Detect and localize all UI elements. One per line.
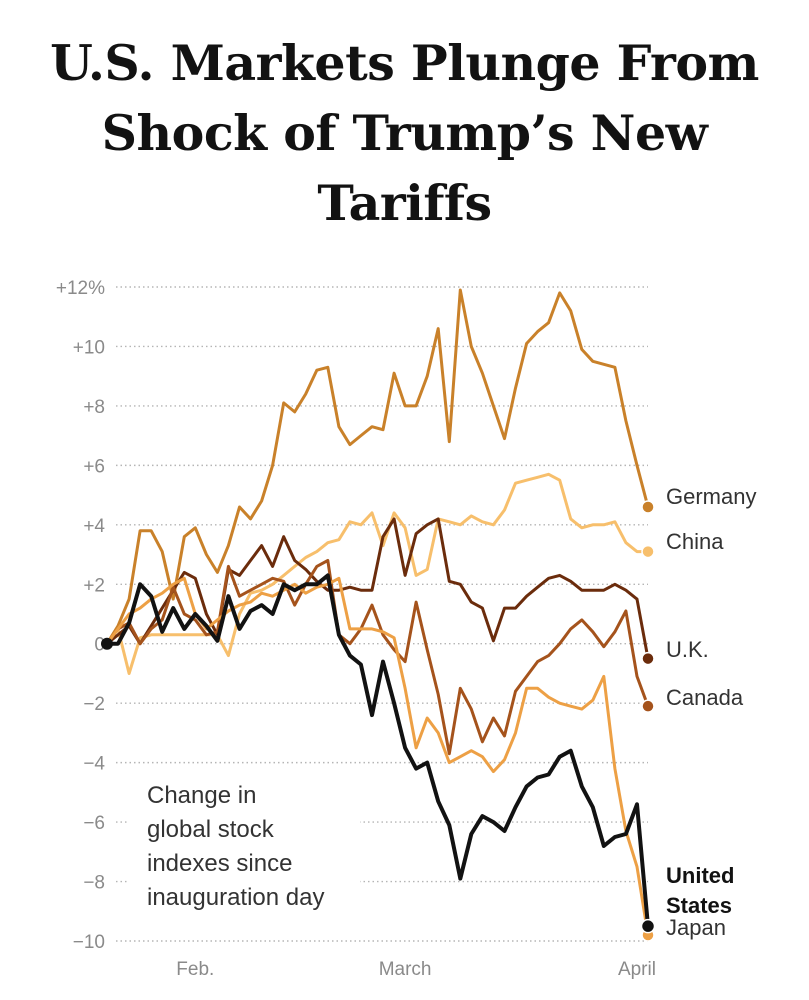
x-axis-ticks: Feb. March April [176, 959, 656, 980]
y-tick-label: −6 [83, 813, 105, 834]
x-tick-label: April [618, 959, 656, 980]
y-tick-label: +10 [73, 337, 105, 358]
chart-annotation: Change in global stock indexes since inaugu… [147, 782, 324, 911]
y-tick-label: +2 [83, 575, 105, 596]
y-tick-label: −8 [83, 873, 105, 894]
series-line-china [105, 472, 650, 675]
series-end-label-germany: Germany [666, 484, 756, 509]
headline-line-2: Shock of Trump’s New [101, 104, 708, 162]
annotation-line: global stock [147, 816, 275, 843]
x-tick-label: March [379, 959, 432, 980]
annotation-backdrop [128, 770, 360, 920]
origin-dot [101, 637, 113, 650]
series-line-canada [105, 559, 650, 756]
series-end-label-u-k: U.K. [666, 637, 709, 662]
series-end-label-china: China [666, 529, 724, 554]
series-end-label-united-states: States [666, 893, 732, 918]
y-tick-label: +6 [83, 456, 105, 477]
annotation-line: Change in [147, 782, 256, 809]
series-end-label-canada: Canada [666, 685, 744, 710]
series-end-dot-u-k [641, 651, 655, 666]
series-end-dot-united-states [640, 918, 656, 934]
y-tick-label: −10 [73, 932, 105, 953]
y-tick-label: 0 [94, 635, 105, 656]
series-lines [105, 288, 650, 937]
annotation-line: inauguration day [147, 884, 324, 911]
series-end-dot-canada [641, 699, 655, 713]
gridlines [116, 286, 648, 942]
series-end-label-united-states: United [666, 863, 734, 888]
series-end-label-japan: Japan [666, 915, 726, 940]
headline-line-1: U.S. Markets Plunge From [50, 34, 759, 92]
y-tick-label: −2 [83, 694, 105, 715]
headline: U.S. Markets Plunge From Shock of Trump’… [0, 28, 809, 238]
y-tick-label: −4 [83, 754, 105, 775]
y-axis-ticks: +12% +10 +8 +6 +4 +2 0 −2 −4 −6 −8 −10 [56, 278, 106, 953]
series-line-germany [105, 288, 650, 646]
series-end-dot-germany [641, 500, 655, 514]
y-tick-label: +4 [83, 516, 105, 537]
y-tick-label: +12% [56, 278, 105, 299]
x-tick-label: Feb. [176, 959, 214, 980]
headline-line-3: Tariffs [317, 174, 492, 232]
series-end-labels: Germany China U.K. Canada Japan United States [101, 484, 756, 942]
annotation-line: indexes since [147, 850, 292, 877]
series-line-u-k [105, 517, 650, 661]
y-tick-label: +8 [83, 397, 105, 418]
series-end-dot-china [641, 544, 655, 559]
series-line-united-states [105, 573, 650, 929]
